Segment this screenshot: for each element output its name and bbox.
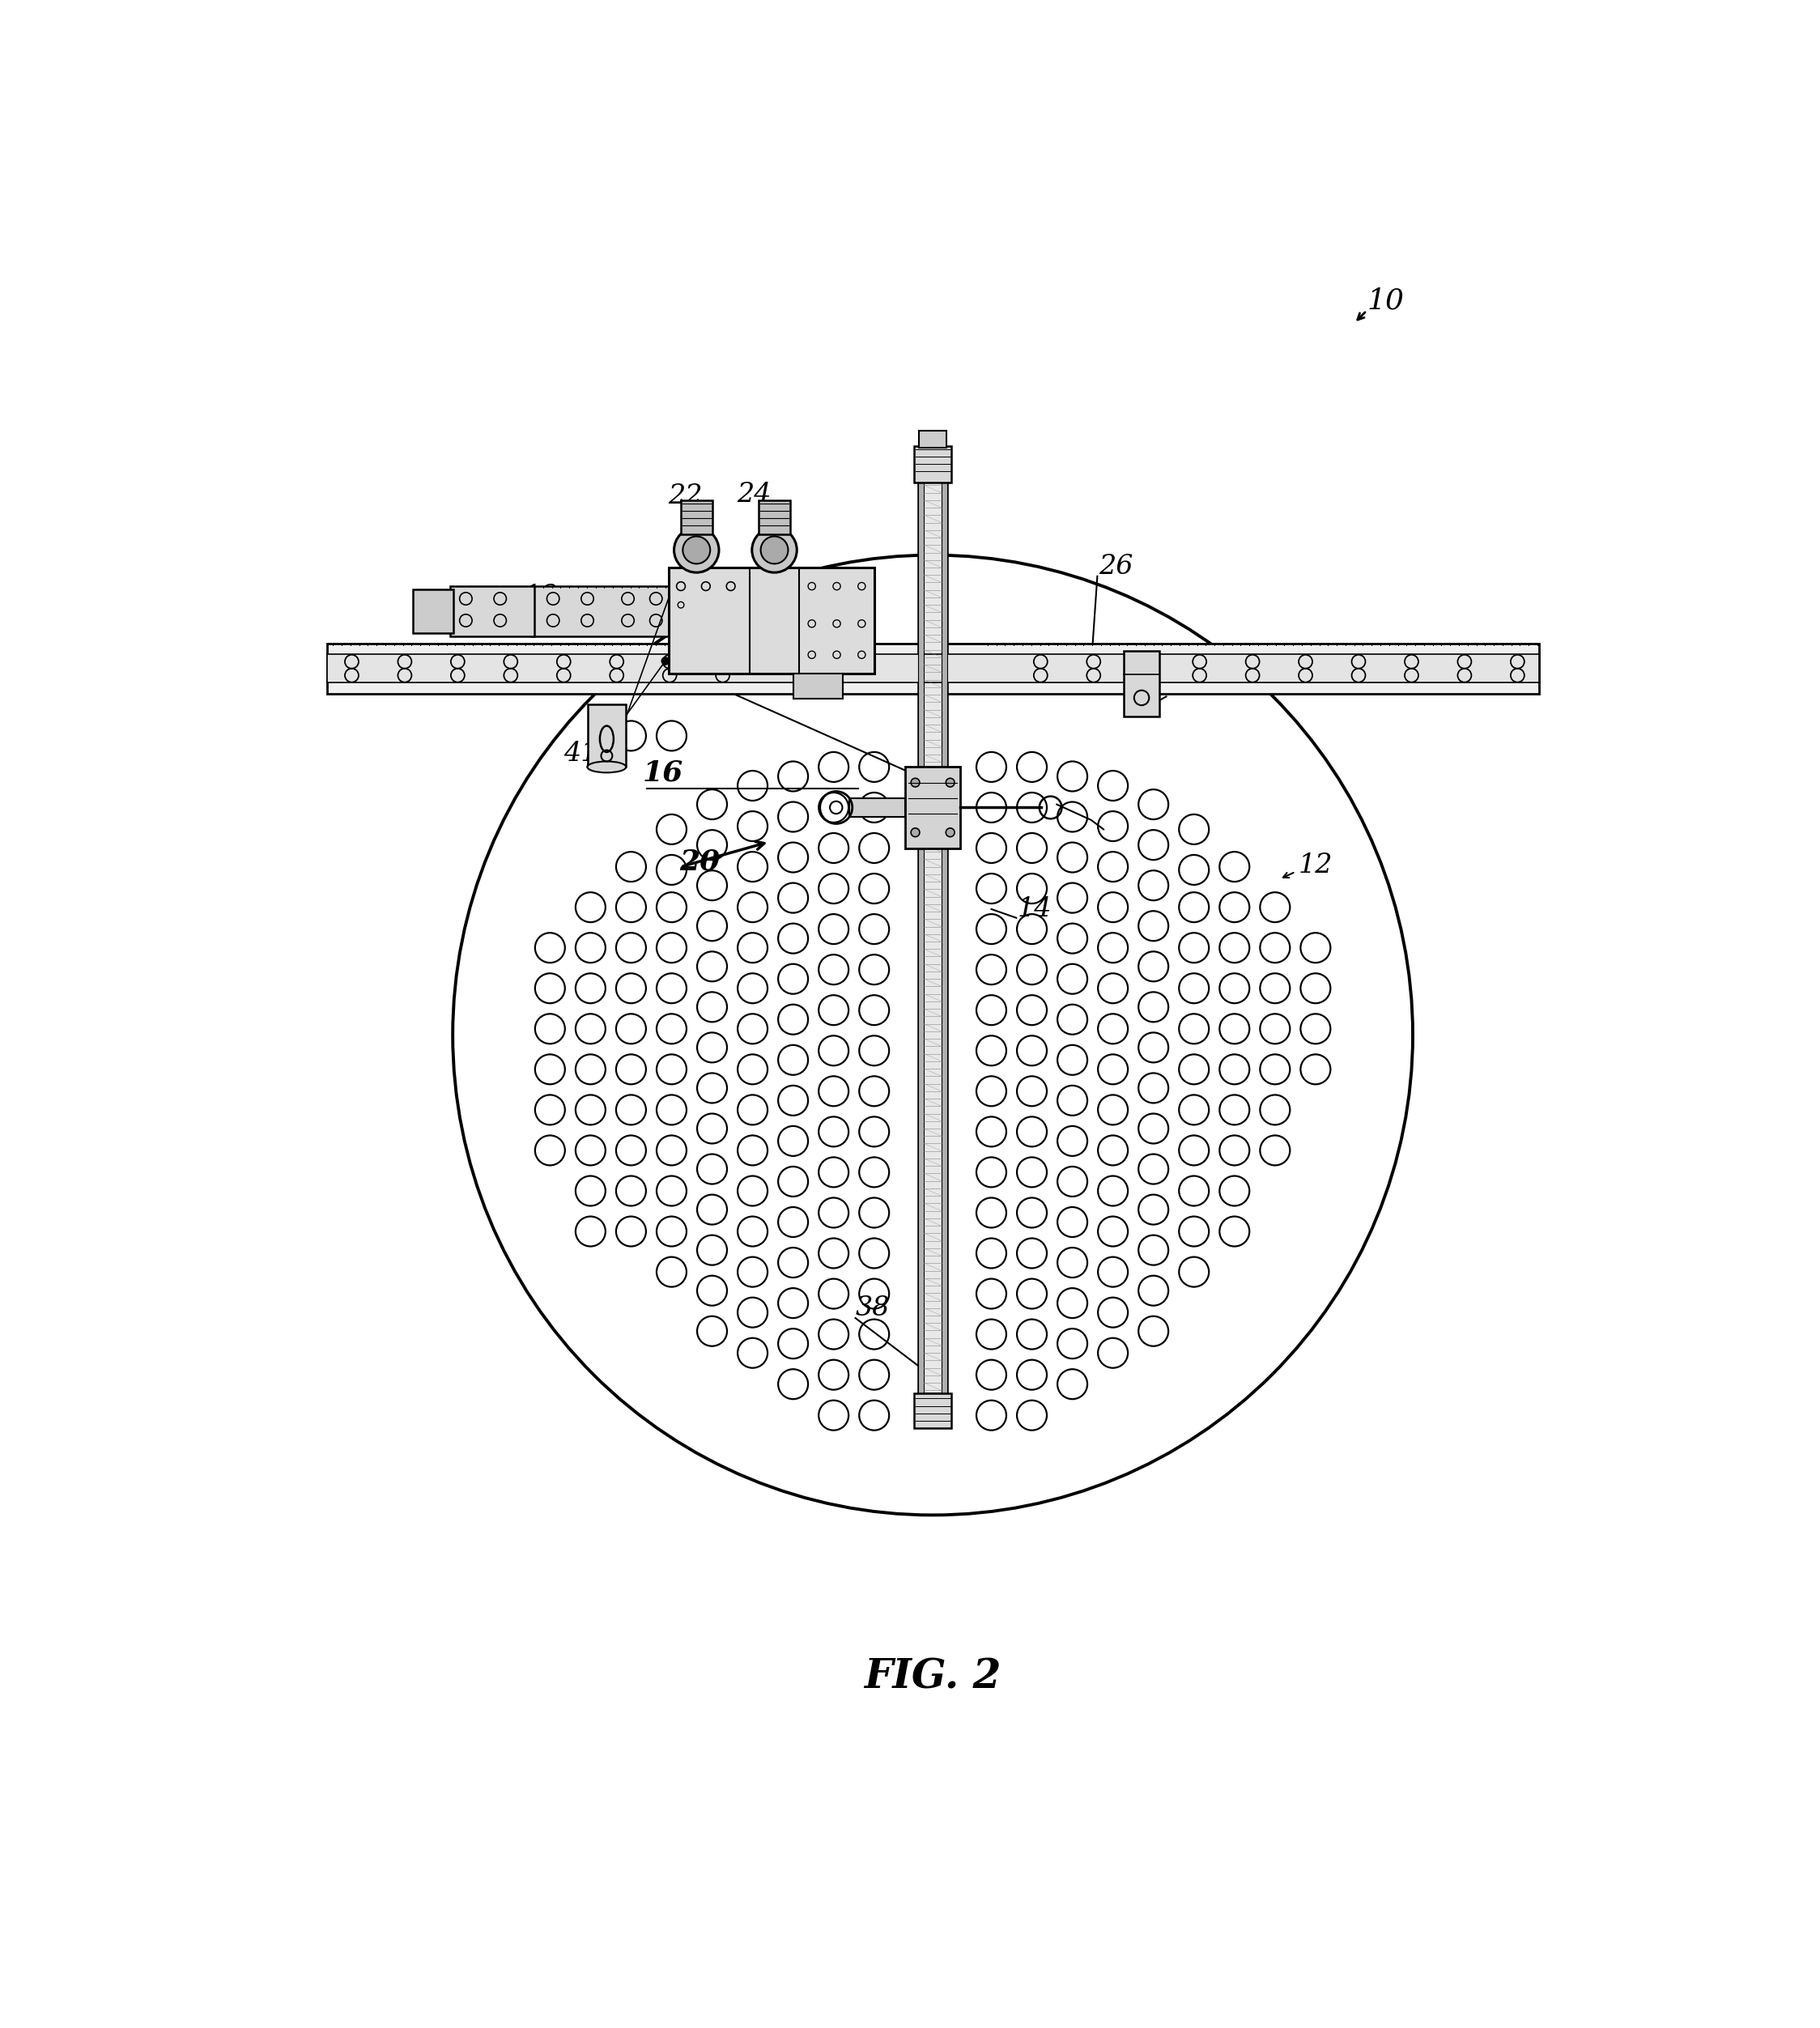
Text: 22: 22 [668, 485, 703, 509]
Text: 40: 40 [708, 665, 741, 692]
Text: 38: 38 [855, 1296, 890, 1320]
Text: 14: 14 [1017, 896, 1052, 923]
Circle shape [682, 535, 710, 564]
Text: 18: 18 [524, 584, 559, 608]
Text: 16: 16 [642, 758, 682, 787]
Bar [531, 586, 672, 637]
Text: FIG. 2: FIG. 2 [864, 1657, 1001, 1697]
Bar [794, 673, 843, 698]
Bar [681, 501, 712, 535]
Circle shape [946, 779, 954, 787]
Text: 24: 24 [737, 483, 772, 507]
Bar [759, 501, 790, 535]
Bar [914, 446, 952, 483]
Circle shape [662, 657, 670, 665]
Bar [919, 481, 925, 1393]
Circle shape [673, 527, 719, 572]
Bar [941, 481, 946, 1393]
Circle shape [761, 535, 788, 564]
Text: 26: 26 [1099, 554, 1134, 580]
Circle shape [752, 527, 797, 572]
Text: 41: 41 [564, 740, 599, 767]
Ellipse shape [588, 760, 626, 773]
Text: 12: 12 [1298, 852, 1332, 878]
Bar [328, 655, 1538, 683]
Text: 11: 11 [1174, 671, 1208, 698]
Text: 10: 10 [1367, 286, 1403, 314]
Bar [668, 568, 874, 673]
Bar [919, 481, 946, 1393]
Bar [328, 643, 1538, 694]
Bar [450, 586, 535, 637]
Bar [850, 799, 905, 817]
Circle shape [912, 827, 919, 838]
Circle shape [912, 779, 919, 787]
Bar [1123, 651, 1159, 716]
Bar [413, 590, 453, 633]
Bar [588, 704, 626, 767]
Bar [914, 1393, 952, 1428]
Bar [905, 767, 961, 848]
Circle shape [946, 827, 954, 838]
Text: 20: 20 [679, 848, 721, 876]
Bar [919, 430, 946, 448]
